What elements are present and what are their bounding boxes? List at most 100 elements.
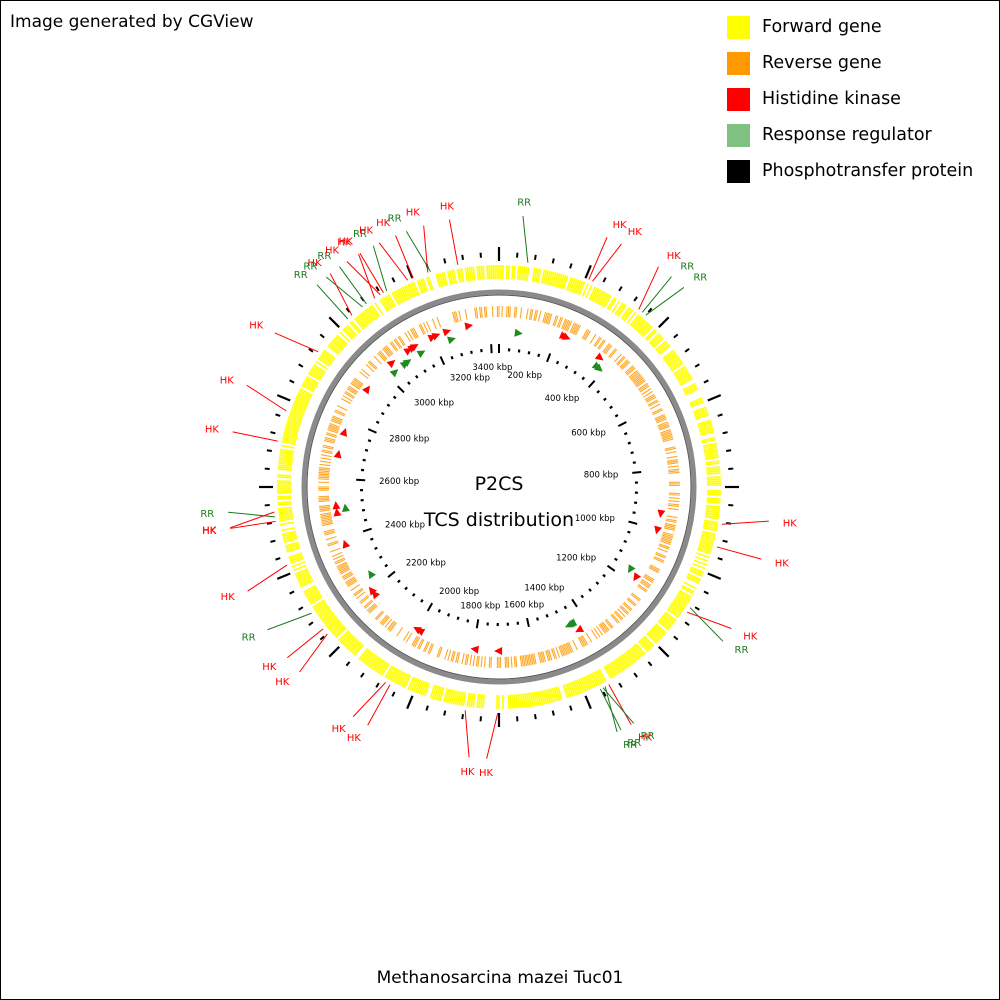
axis-tick	[414, 374, 419, 379]
forward-gene	[304, 379, 318, 388]
reverse-gene	[664, 447, 676, 452]
hk-label: HK	[783, 518, 798, 529]
forward-gene	[283, 431, 298, 437]
forward-gene	[292, 404, 306, 412]
reverse-gene	[566, 642, 573, 654]
forward-gene	[546, 270, 552, 285]
forward-gene	[701, 534, 716, 540]
outer-tick	[633, 672, 638, 678]
reverse-gene	[319, 506, 331, 509]
rr-label: RR	[641, 731, 655, 742]
response-regulator-marker	[368, 570, 376, 580]
reverse-gene	[323, 530, 335, 535]
axis-label: 3000 kbp	[414, 398, 454, 408]
forward-gene	[353, 644, 365, 657]
forward-gene	[476, 266, 480, 281]
reverse-gene	[617, 608, 626, 618]
forward-gene	[671, 602, 684, 612]
reverse-gene	[347, 386, 358, 394]
reverse-gene	[630, 372, 640, 381]
hk-label: HK	[775, 558, 790, 569]
hk-label: HK	[332, 724, 347, 735]
response-regulator-marker	[627, 564, 636, 574]
forward-gene	[282, 434, 297, 440]
reverse-gene	[619, 359, 628, 368]
forward-gene	[658, 344, 671, 356]
legend-item-forward-gene: Forward gene	[727, 9, 973, 45]
feature-markers	[332, 322, 666, 656]
forward-gene	[537, 268, 542, 283]
forward-gene	[454, 690, 459, 705]
outer-tick	[276, 394, 291, 402]
forward-gene	[312, 365, 325, 375]
feature-callout-line	[352, 682, 386, 717]
rr-label: RR	[517, 198, 531, 209]
reverse-gene	[660, 539, 672, 544]
reverse-gene	[483, 306, 486, 318]
hk-label: HK	[667, 251, 682, 262]
forward-gene	[363, 310, 373, 323]
histidine-kinase-marker	[464, 322, 474, 331]
reverse-gene	[345, 576, 355, 584]
hk-label: HK	[202, 525, 217, 536]
reverse-gene	[359, 594, 369, 603]
forward-gene	[294, 568, 309, 575]
reverse-gene	[614, 610, 624, 620]
reverse-gene	[419, 323, 426, 335]
reverse-gene	[475, 655, 479, 667]
reverse-gene	[367, 604, 377, 613]
response-regulator-marker	[341, 503, 350, 513]
reverse-gene	[397, 336, 405, 347]
forward-gene	[699, 539, 714, 545]
forward-gene	[662, 614, 675, 625]
forward-gene	[673, 365, 686, 375]
reverse-gene	[328, 425, 339, 431]
reverse-gene	[662, 436, 674, 441]
feature-callout-line	[641, 276, 672, 313]
forward-gene	[391, 292, 400, 306]
forward-gene	[361, 650, 372, 663]
axis-label: 400 kbp	[545, 394, 580, 404]
forward-gene	[701, 532, 716, 538]
reverse-gene	[665, 450, 677, 455]
reverse-gene	[318, 475, 330, 477]
forward-gene	[555, 686, 561, 701]
forward-gene	[682, 382, 696, 391]
forward-gene	[706, 493, 721, 496]
reverse-gene	[327, 540, 338, 545]
forward-gene	[364, 309, 375, 322]
reverse-gene	[624, 365, 634, 374]
reverse-gene	[566, 320, 573, 332]
forward-gene	[284, 427, 299, 433]
forward-gene	[603, 295, 612, 308]
forward-gene	[694, 411, 709, 419]
reverse-gene	[334, 558, 346, 565]
forward-gene	[401, 674, 410, 688]
reverse-gene	[631, 373, 641, 382]
forward-gene	[703, 523, 718, 528]
axis-tick	[617, 421, 627, 428]
forward-gene	[446, 270, 452, 285]
reverse-gene	[665, 519, 677, 524]
reverse-gene	[318, 498, 330, 501]
forward-gene	[284, 541, 299, 547]
forward-gene	[639, 323, 651, 335]
forward-gene	[298, 576, 312, 585]
forward-gene	[518, 693, 522, 708]
forward-gene	[680, 586, 694, 595]
outer-tick	[584, 264, 592, 279]
forward-gene	[332, 338, 345, 350]
reverse-gene	[598, 624, 606, 634]
forward-gene	[533, 691, 538, 706]
axis-label: 2600 kbp	[379, 477, 419, 487]
outer-tick	[722, 539, 728, 543]
reverse-gene	[579, 636, 586, 647]
forward-gene	[379, 299, 389, 312]
forward-gene	[673, 599, 686, 609]
feature-callout-line	[372, 245, 388, 292]
forward-gene	[394, 670, 403, 684]
forward-gene	[278, 508, 293, 512]
forward-gene	[535, 268, 540, 283]
forward-gene	[531, 692, 536, 707]
forward-gene	[573, 279, 580, 294]
